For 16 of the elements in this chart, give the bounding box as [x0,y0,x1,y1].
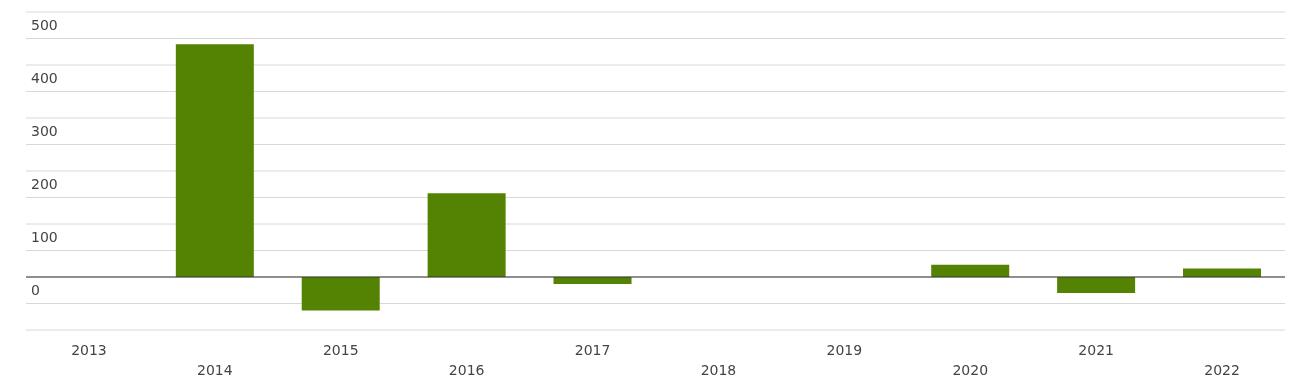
x-tick-label: 2014 [197,362,233,378]
y-tick-label: 200 [31,176,58,192]
y-tick-label: 400 [31,70,58,86]
y-tick-label: 300 [31,123,58,139]
x-tick-label: 2018 [700,362,737,378]
y-tick-label: 500 [31,17,58,33]
x-tick-label: 2021 [1078,342,1114,358]
y-tick-label: 0 [31,282,40,298]
x-tick-label: 2017 [574,342,611,358]
x-tick-label: 2016 [448,362,485,378]
x-tick-label: 2013 [71,342,107,358]
x-tick-label: 2015 [322,342,359,358]
y-tick-label: 100 [31,229,58,245]
x-tick-label: 2022 [1204,362,1240,378]
x-tick-label: 2019 [826,342,863,358]
x-tick-label: 2020 [952,362,989,378]
